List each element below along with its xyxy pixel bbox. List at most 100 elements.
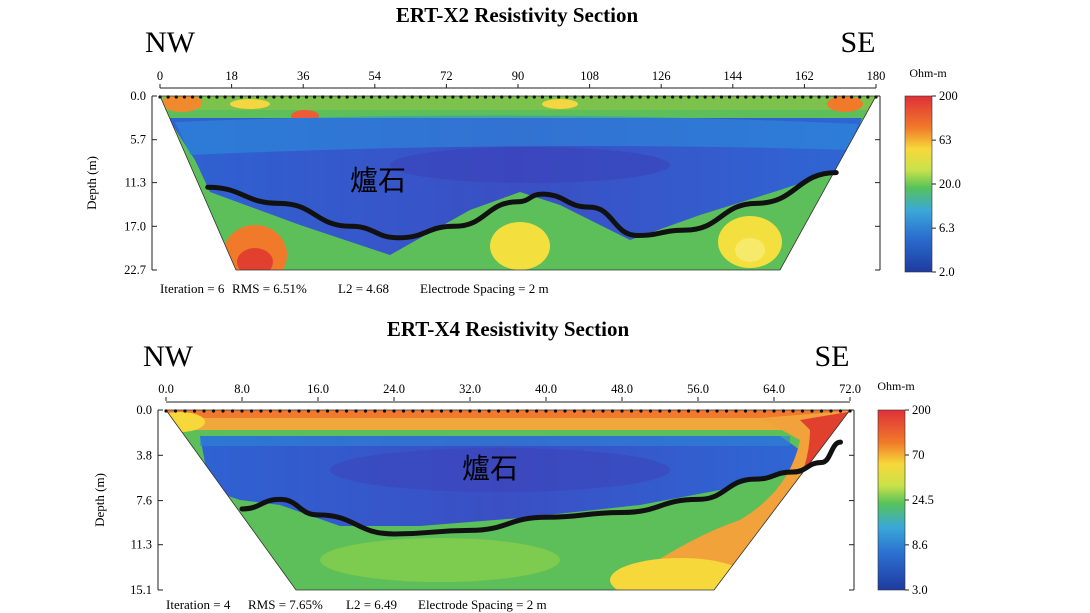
ert-x2-chart: ERT-X2 Resistivity Section NW SE (84, 3, 961, 296)
electrode-marker (329, 95, 333, 99)
x-tick-label: 108 (580, 69, 599, 83)
electrode-marker (677, 409, 681, 413)
electrode-marker (174, 95, 178, 99)
electrode-marker (256, 95, 260, 99)
resistivity-section (166, 410, 850, 590)
electrode-marker (781, 409, 786, 413)
electrode-marker (487, 409, 491, 413)
electrode-marker (544, 409, 548, 413)
electrode-marker (597, 95, 601, 99)
electrode-marker (605, 95, 610, 99)
colorbar-tick-label: 2.0 (939, 265, 955, 279)
electrode-marker (382, 409, 387, 413)
colorbar (904, 95, 933, 273)
y-tick-label: 11.3 (131, 538, 152, 552)
electrode-marker (553, 409, 558, 413)
electrode-marker (638, 95, 642, 99)
x-tick-label: 8.0 (234, 382, 250, 396)
electrode-marker (353, 95, 357, 99)
electrode-marker (565, 95, 569, 99)
y-tick-label: 7.6 (136, 494, 152, 508)
colorbar-units: Ohm-m (877, 379, 915, 393)
footer-stat: Iteration = 4 (166, 597, 231, 612)
electrode-marker (477, 409, 482, 413)
left-direction-label: NW (143, 340, 194, 373)
electrode-marker (182, 95, 187, 99)
electrode-marker (231, 95, 235, 99)
section-outline (159, 95, 877, 271)
footer-stat: L2 = 6.49 (346, 597, 397, 612)
electrode-marker (679, 95, 683, 99)
electrode-marker (572, 409, 577, 413)
electrode-marker (401, 409, 406, 413)
electrode-marker (724, 409, 729, 413)
electrode-marker (534, 409, 539, 413)
electrode-marker (451, 95, 455, 99)
x-tick-label: 90 (512, 69, 525, 83)
x-tick-label: 54 (369, 69, 382, 83)
x-tick-label: 40.0 (535, 382, 557, 396)
left-direction-label: NW (145, 26, 196, 59)
electrode-marker (410, 95, 414, 99)
electrode-marker (211, 409, 216, 413)
electrode-marker (344, 409, 349, 413)
electrode-marker (458, 409, 463, 413)
electrode-marker (648, 409, 653, 413)
electrode-marker (589, 95, 593, 99)
ert-x4-chart: ERT-X4 Resistivity Section NW SE 0.0 8.0 1… (92, 317, 934, 612)
x-tick-label: 48.0 (611, 382, 633, 396)
electrode-marker (703, 95, 707, 99)
electrode-marker (335, 409, 339, 413)
electrode-marker (776, 95, 780, 99)
electrode-marker (524, 95, 528, 99)
electrode-marker (525, 409, 529, 413)
electrode-marker (394, 95, 398, 99)
electrode-marker (687, 95, 691, 99)
electrode-marker (411, 409, 415, 413)
electrode-marker (268, 409, 273, 413)
electrode-marker (817, 95, 821, 99)
electrode-marker (288, 95, 292, 99)
electrode-marker (223, 95, 227, 99)
y-tick-label: 0.0 (136, 403, 152, 417)
colorbar-tick-label: 70 (912, 448, 925, 462)
electrode-marker (475, 95, 479, 99)
colorbar-tick-label: 200 (912, 403, 931, 417)
electrode-marker (249, 409, 254, 413)
boundary-line (205, 170, 839, 241)
electrode-marker (304, 95, 309, 99)
electrode-marker (459, 95, 463, 99)
electrode-marker (743, 409, 748, 413)
electrode-marker (810, 409, 814, 413)
electrode-marker (801, 95, 805, 99)
electrode-marker (614, 95, 618, 99)
electrode-marker (280, 95, 284, 99)
electrode-marker (736, 95, 740, 99)
electrode-marker (601, 409, 605, 413)
electrode-marker (373, 409, 377, 413)
electrode-marker (240, 409, 244, 413)
electrode-marker (345, 95, 349, 99)
y-tick-label: 5.7 (130, 133, 146, 147)
electrode-marker (506, 409, 510, 413)
electrode-marker (516, 95, 520, 99)
electrode-marker (386, 95, 390, 99)
slag-annotation: 爐石 (350, 164, 406, 197)
y-tick-label: 15.1 (130, 583, 152, 597)
chart-title: ERT-X2 Resistivity Section (396, 3, 639, 27)
x-tick-label: 18 (225, 69, 238, 83)
electrode-marker (449, 409, 453, 413)
electrode-marker (833, 95, 837, 99)
electrode-marker (762, 409, 767, 413)
electrode-marker (744, 95, 748, 99)
footer-stat: RMS = 6.51% (232, 281, 307, 296)
electrode-marker (581, 95, 585, 99)
electrode-marker (629, 409, 634, 413)
colorbar-tick-label: 8.6 (912, 538, 928, 552)
electrode-marker (654, 95, 658, 99)
electrode-marker (791, 409, 795, 413)
electrode-marker (325, 409, 330, 413)
electrode-marker (363, 409, 368, 413)
x-tick-label: 36 (297, 69, 310, 83)
electrode-marker (199, 95, 203, 99)
